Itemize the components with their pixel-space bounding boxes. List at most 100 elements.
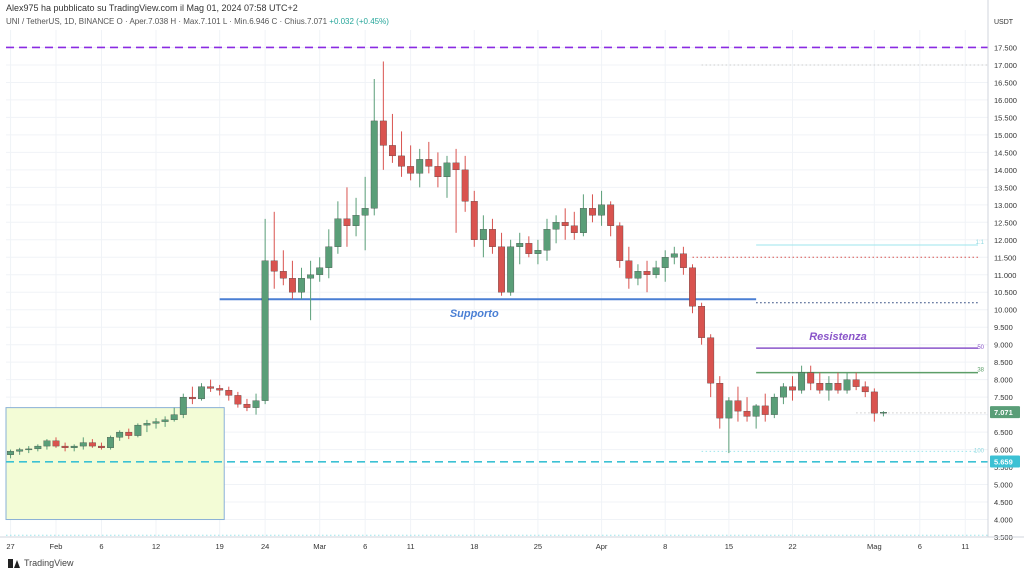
x-tick-label-8: 11 — [407, 542, 415, 551]
candle-body-28 — [261, 260, 269, 401]
change-value: +0.032 (+0.45%) — [329, 17, 389, 26]
price-label-1: 5.659 — [994, 458, 1013, 467]
candle-46 — [425, 141, 433, 174]
candle-body-31 — [288, 278, 296, 293]
candle-body-40 — [370, 120, 378, 209]
candle-59 — [543, 218, 551, 261]
candle-body-11 — [107, 437, 114, 448]
y-tick-label-11: 12.000 — [994, 236, 1017, 245]
candle-body-23 — [216, 388, 224, 391]
candle-96 — [880, 411, 887, 417]
candle-82 — [752, 404, 760, 429]
candle-body-54 — [498, 246, 505, 293]
candle-body-41 — [379, 120, 387, 146]
candle-body-13 — [125, 431, 133, 436]
candle-2 — [25, 446, 33, 454]
candle-body-78 — [716, 383, 724, 419]
candle-body-60 — [552, 222, 560, 230]
candle-body-24 — [225, 389, 233, 396]
candle-70 — [643, 260, 651, 293]
y-tick-label-10: 12.500 — [994, 218, 1017, 227]
candle-39 — [361, 176, 369, 251]
candle-13 — [125, 428, 133, 440]
x-tick-label-13: 15 — [725, 542, 733, 551]
candle-85 — [779, 383, 787, 405]
x-tick-label-11: Apr — [596, 542, 608, 551]
candle-51 — [470, 190, 478, 247]
candle-30 — [279, 250, 287, 286]
x-tick-label-1: Feb — [50, 542, 63, 551]
candle-77 — [707, 334, 715, 398]
candle-79 — [725, 397, 733, 454]
symbol-info: UNI / TetherUS, 1D, BINANCE O · Aper.7.0… — [6, 17, 389, 26]
candle-body-82 — [752, 405, 760, 417]
candle-body-10 — [98, 445, 105, 448]
y-tick-label-14: 10.500 — [994, 288, 1017, 297]
candle-body-32 — [298, 278, 305, 293]
candle-68 — [625, 246, 633, 289]
candle-body-7 — [70, 445, 78, 448]
label-fib-50: 50 — [977, 345, 984, 351]
x-tick-label-2: 6 — [99, 542, 103, 551]
candle-body-51 — [470, 201, 478, 240]
candle-body-56 — [516, 243, 524, 247]
candle-19 — [179, 393, 187, 419]
candle-75 — [689, 264, 696, 314]
candle-body-58 — [534, 250, 542, 254]
candle-87 — [798, 365, 806, 394]
y-tick-label-24: 5.500 — [994, 463, 1013, 472]
candle-86 — [789, 376, 796, 401]
candle-body-77 — [707, 337, 715, 384]
candle-1 — [16, 447, 24, 455]
candle-57 — [525, 236, 533, 258]
candle-body-0 — [7, 451, 14, 455]
candle-body-12 — [116, 431, 124, 438]
candle-48 — [443, 155, 451, 198]
candle-body-53 — [489, 229, 496, 247]
label-cyan-11.85: 1:1 — [976, 240, 985, 246]
price-label-bg-1 — [990, 455, 1020, 468]
x-tick-label-0: 27 — [6, 542, 14, 551]
candle-27 — [252, 393, 260, 415]
candle-body-52 — [479, 229, 487, 240]
candle-73 — [670, 246, 678, 265]
candle-body-95 — [870, 391, 878, 414]
y-tick-label-19: 8.000 — [994, 376, 1013, 385]
tradingview-logo-icon — [8, 558, 20, 568]
candle-body-48 — [443, 162, 451, 178]
y-tick-label-12: 11.500 — [994, 253, 1016, 262]
time-axis: 27 Feb 6 12 19 24 Mar 6 11 18 25 Apr 8 15 22 Mag 6 11 — [0, 536, 1024, 551]
candle-65 — [598, 190, 605, 226]
price-label-0: 7.071 — [994, 408, 1013, 417]
candle-body-33 — [307, 274, 315, 279]
x-tick-label-17: 11 — [961, 542, 969, 551]
candle-body-43 — [398, 155, 405, 167]
y-tick-label-27: 4.000 — [994, 516, 1013, 525]
candle-body-2 — [25, 448, 33, 451]
candle-body-76 — [698, 306, 706, 338]
candle-body-50 — [461, 169, 469, 202]
candle-body-25 — [234, 395, 242, 405]
candle-91 — [834, 372, 842, 394]
candle-31 — [288, 260, 296, 300]
x-tick-label-10: 25 — [534, 542, 542, 551]
currency-label: USDT — [994, 19, 1014, 26]
candle-58 — [534, 239, 542, 265]
candle-50 — [461, 155, 469, 212]
candle-35 — [325, 229, 333, 279]
label-fib-38: 38 — [977, 368, 984, 374]
candle-34 — [316, 257, 324, 282]
candle-5 — [52, 437, 60, 448]
range-box — [5, 407, 225, 521]
candle-body-55 — [507, 246, 515, 293]
candle-body-85 — [779, 386, 787, 398]
candle-body-4 — [43, 440, 51, 447]
candle-body-61 — [561, 222, 569, 226]
x-tick-label-7: 6 — [363, 542, 367, 551]
candle-63 — [579, 194, 587, 237]
candle-body-94 — [861, 386, 869, 393]
y-tick-label-13: 11.000 — [994, 271, 1016, 280]
candle-body-17 — [161, 419, 169, 422]
